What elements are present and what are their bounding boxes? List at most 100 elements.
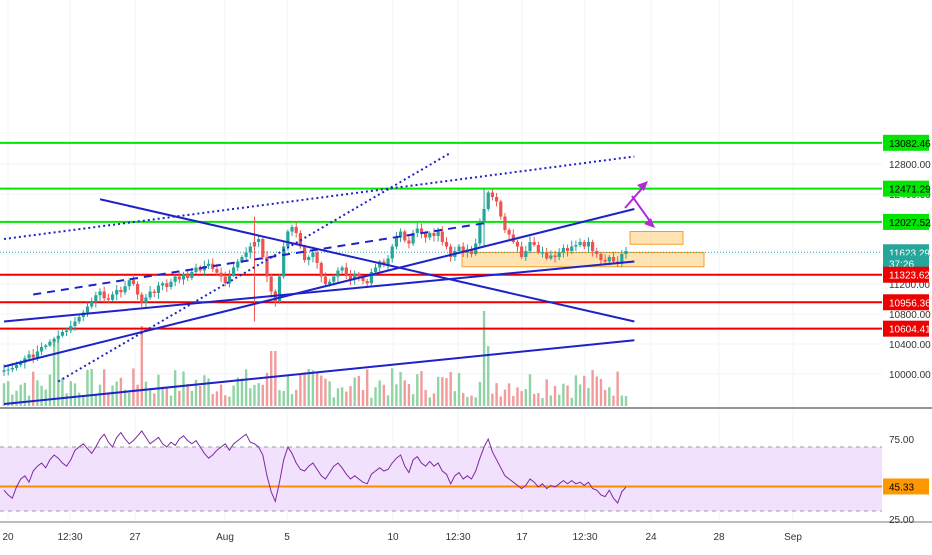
volume-bar xyxy=(416,374,419,406)
volume-bar xyxy=(199,385,202,406)
candle-body xyxy=(236,261,240,268)
volume-bar xyxy=(583,375,586,406)
candle-body xyxy=(48,341,52,346)
candle-body xyxy=(265,257,269,277)
candle-body xyxy=(332,276,336,282)
candle-body xyxy=(486,192,490,209)
volume-bar xyxy=(82,396,85,406)
volume-bar xyxy=(249,388,252,406)
candle-body xyxy=(603,260,607,262)
volume-bar xyxy=(574,375,578,406)
candle-body xyxy=(177,276,181,280)
volume-bar xyxy=(558,394,561,406)
candle-body xyxy=(69,326,73,331)
x-tick-label: 28 xyxy=(713,532,725,543)
candle-body xyxy=(557,252,561,257)
candle-body xyxy=(261,239,265,257)
candle-body xyxy=(591,242,595,251)
volume-bar xyxy=(11,394,14,406)
volume-bar xyxy=(140,326,143,406)
volume-bar xyxy=(52,339,56,406)
candle-body xyxy=(336,270,340,277)
candle-body xyxy=(240,257,244,262)
candle-body xyxy=(302,246,307,260)
volume-bar xyxy=(224,395,227,406)
volume-bar xyxy=(432,393,436,406)
candle-body xyxy=(65,330,69,332)
candle-body xyxy=(215,269,219,273)
volume-bar xyxy=(491,393,494,406)
volume-bar xyxy=(616,371,619,406)
volume-bar xyxy=(453,391,457,406)
supply-demand-zone xyxy=(629,231,684,245)
candle-body xyxy=(31,354,35,358)
price-tag-label: 11323.62 xyxy=(889,271,930,282)
candle-body xyxy=(570,246,574,251)
volume-bar xyxy=(441,377,444,406)
volume-bar xyxy=(295,389,298,406)
candle-body xyxy=(319,263,323,277)
candle-body xyxy=(582,242,586,247)
candle-body xyxy=(365,281,369,284)
up-arrow-head xyxy=(637,181,648,191)
volume-bar xyxy=(215,391,219,406)
trend-line xyxy=(3,155,635,240)
candle-body xyxy=(323,276,328,284)
volume-bar xyxy=(161,387,164,406)
candle-body xyxy=(19,362,23,365)
price-tag-label: 12027.52 xyxy=(889,218,931,229)
x-tick-label: Aug xyxy=(216,532,234,543)
volume-bar xyxy=(169,395,173,406)
volume-bar xyxy=(466,396,469,406)
candle-body xyxy=(382,261,386,265)
volume-bar xyxy=(461,392,465,406)
volume-bar xyxy=(365,369,369,406)
candle-body xyxy=(257,239,261,242)
level-layer xyxy=(0,141,882,330)
volume-bar xyxy=(345,391,348,406)
candle-body xyxy=(561,248,565,253)
volume-bar xyxy=(157,374,160,406)
candle-body xyxy=(494,197,499,202)
rsi-value-label: 45.33 xyxy=(889,482,914,493)
candle-body xyxy=(223,276,227,284)
rsi-pane xyxy=(0,430,882,512)
volume-bar xyxy=(449,371,452,406)
price-tag xyxy=(883,266,929,283)
volume-bar xyxy=(545,379,548,406)
candle-body xyxy=(403,231,407,241)
candle-layer xyxy=(2,188,628,376)
axis-layer: 12800.0012400.0012000.0011600.0011200.00… xyxy=(2,134,931,543)
trend-line xyxy=(57,151,452,383)
volume-bar xyxy=(303,372,306,406)
candle-body xyxy=(269,276,273,292)
candle-body xyxy=(586,242,591,247)
volume-bar xyxy=(403,380,406,406)
volume-layer xyxy=(2,311,628,406)
volume-bar xyxy=(378,380,381,406)
volume-bar xyxy=(228,396,231,406)
price-tag xyxy=(883,320,929,337)
volume-bar xyxy=(40,385,43,406)
candle-body xyxy=(27,354,31,359)
volume-bar xyxy=(86,369,89,406)
volume-bar xyxy=(553,385,557,406)
volume-bar xyxy=(320,375,323,406)
trend-line xyxy=(3,339,635,405)
x-tick-label: 5 xyxy=(284,532,290,543)
volume-bar xyxy=(566,385,569,406)
candle-body xyxy=(532,242,536,245)
candle-body xyxy=(39,347,44,352)
volume-bar xyxy=(624,395,628,406)
x-tick-label: 20 xyxy=(2,532,14,543)
candle-body xyxy=(432,233,436,236)
volume-bar xyxy=(382,384,386,406)
candle-body xyxy=(277,276,282,302)
candle-body xyxy=(2,370,6,372)
volume-bar xyxy=(136,384,139,406)
candle-body xyxy=(156,285,161,293)
candle-body xyxy=(85,306,90,313)
volume-bar xyxy=(173,370,177,406)
